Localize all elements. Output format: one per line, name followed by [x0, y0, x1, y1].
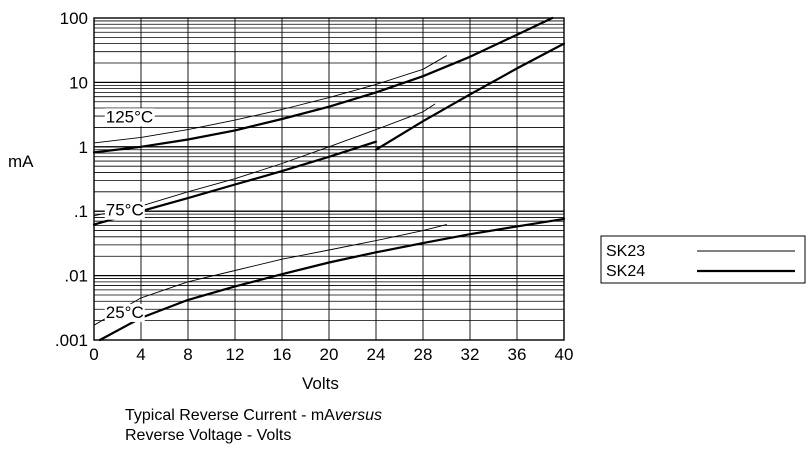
caption-line-2: Reverse Voltage - Volts [125, 427, 292, 444]
x-tick-label: 8 [183, 345, 192, 364]
y-tick-label: 10 [69, 73, 88, 92]
legend-box [600, 235, 806, 284]
y-axis-label: mA [8, 152, 34, 171]
x-tick-label: 20 [320, 345, 339, 364]
x-tick-label: 32 [461, 345, 480, 364]
x-axis-label: Volts [302, 374, 339, 393]
legend-label-sk23: SK23 [606, 243, 645, 260]
x-tick-label: 28 [414, 345, 433, 364]
x-tick-labels: 0 4 8 12 16 20 24 28 32 36 40 [89, 345, 573, 364]
x-tick-label: 36 [508, 345, 527, 364]
y-tick-label: .001 [55, 331, 88, 350]
series-line-sk24-125c [374, 42, 566, 151]
legend: SK23 SK24 [600, 235, 806, 284]
temp-label-bg [104, 201, 145, 220]
series-line-sk24-125c [92, 16, 554, 154]
series-line-sk23-125c [93, 55, 447, 144]
temp-label-25c: 25°C [106, 303, 144, 322]
chart-caption: Typical Reverse Current - mAversus Rever… [125, 406, 382, 446]
grid [93, 17, 565, 341]
x-tick-label: 4 [136, 345, 145, 364]
y-tick-label: 100 [60, 9, 88, 28]
caption-line-1-italic: versus [334, 407, 382, 424]
temp-label-75c: 75°C [106, 201, 144, 220]
caption-line-1-text: Typical Reverse Current - mA [125, 407, 335, 424]
series-line-sk24-25c [98, 217, 566, 342]
y-tick-labels: 100 10 1 .1 .01 .001 [55, 9, 88, 350]
plot-frame [93, 17, 565, 341]
x-tick-label: 12 [226, 345, 245, 364]
temp-label-125c: 125°C [106, 107, 153, 126]
legend-label-sk24: SK24 [606, 263, 645, 280]
temp-label-bg [104, 108, 155, 127]
x-tick-label: 16 [273, 345, 292, 364]
temp-label-bg [104, 303, 145, 322]
y-tick-label: .1 [74, 202, 88, 221]
y-tick-label: 1 [79, 138, 88, 157]
series-line-sk23-75c [93, 103, 436, 217]
caption-line-1: Typical Reverse Current - mAversus [125, 406, 382, 426]
x-tick-label: 0 [89, 345, 98, 364]
x-tick-label: 40 [555, 345, 574, 364]
y-tick-label: .01 [64, 267, 88, 286]
series-line-sk23-25c [93, 224, 447, 326]
x-tick-label: 24 [367, 345, 386, 364]
temperature-labels: 125°C 75°C 25°C [104, 107, 155, 322]
